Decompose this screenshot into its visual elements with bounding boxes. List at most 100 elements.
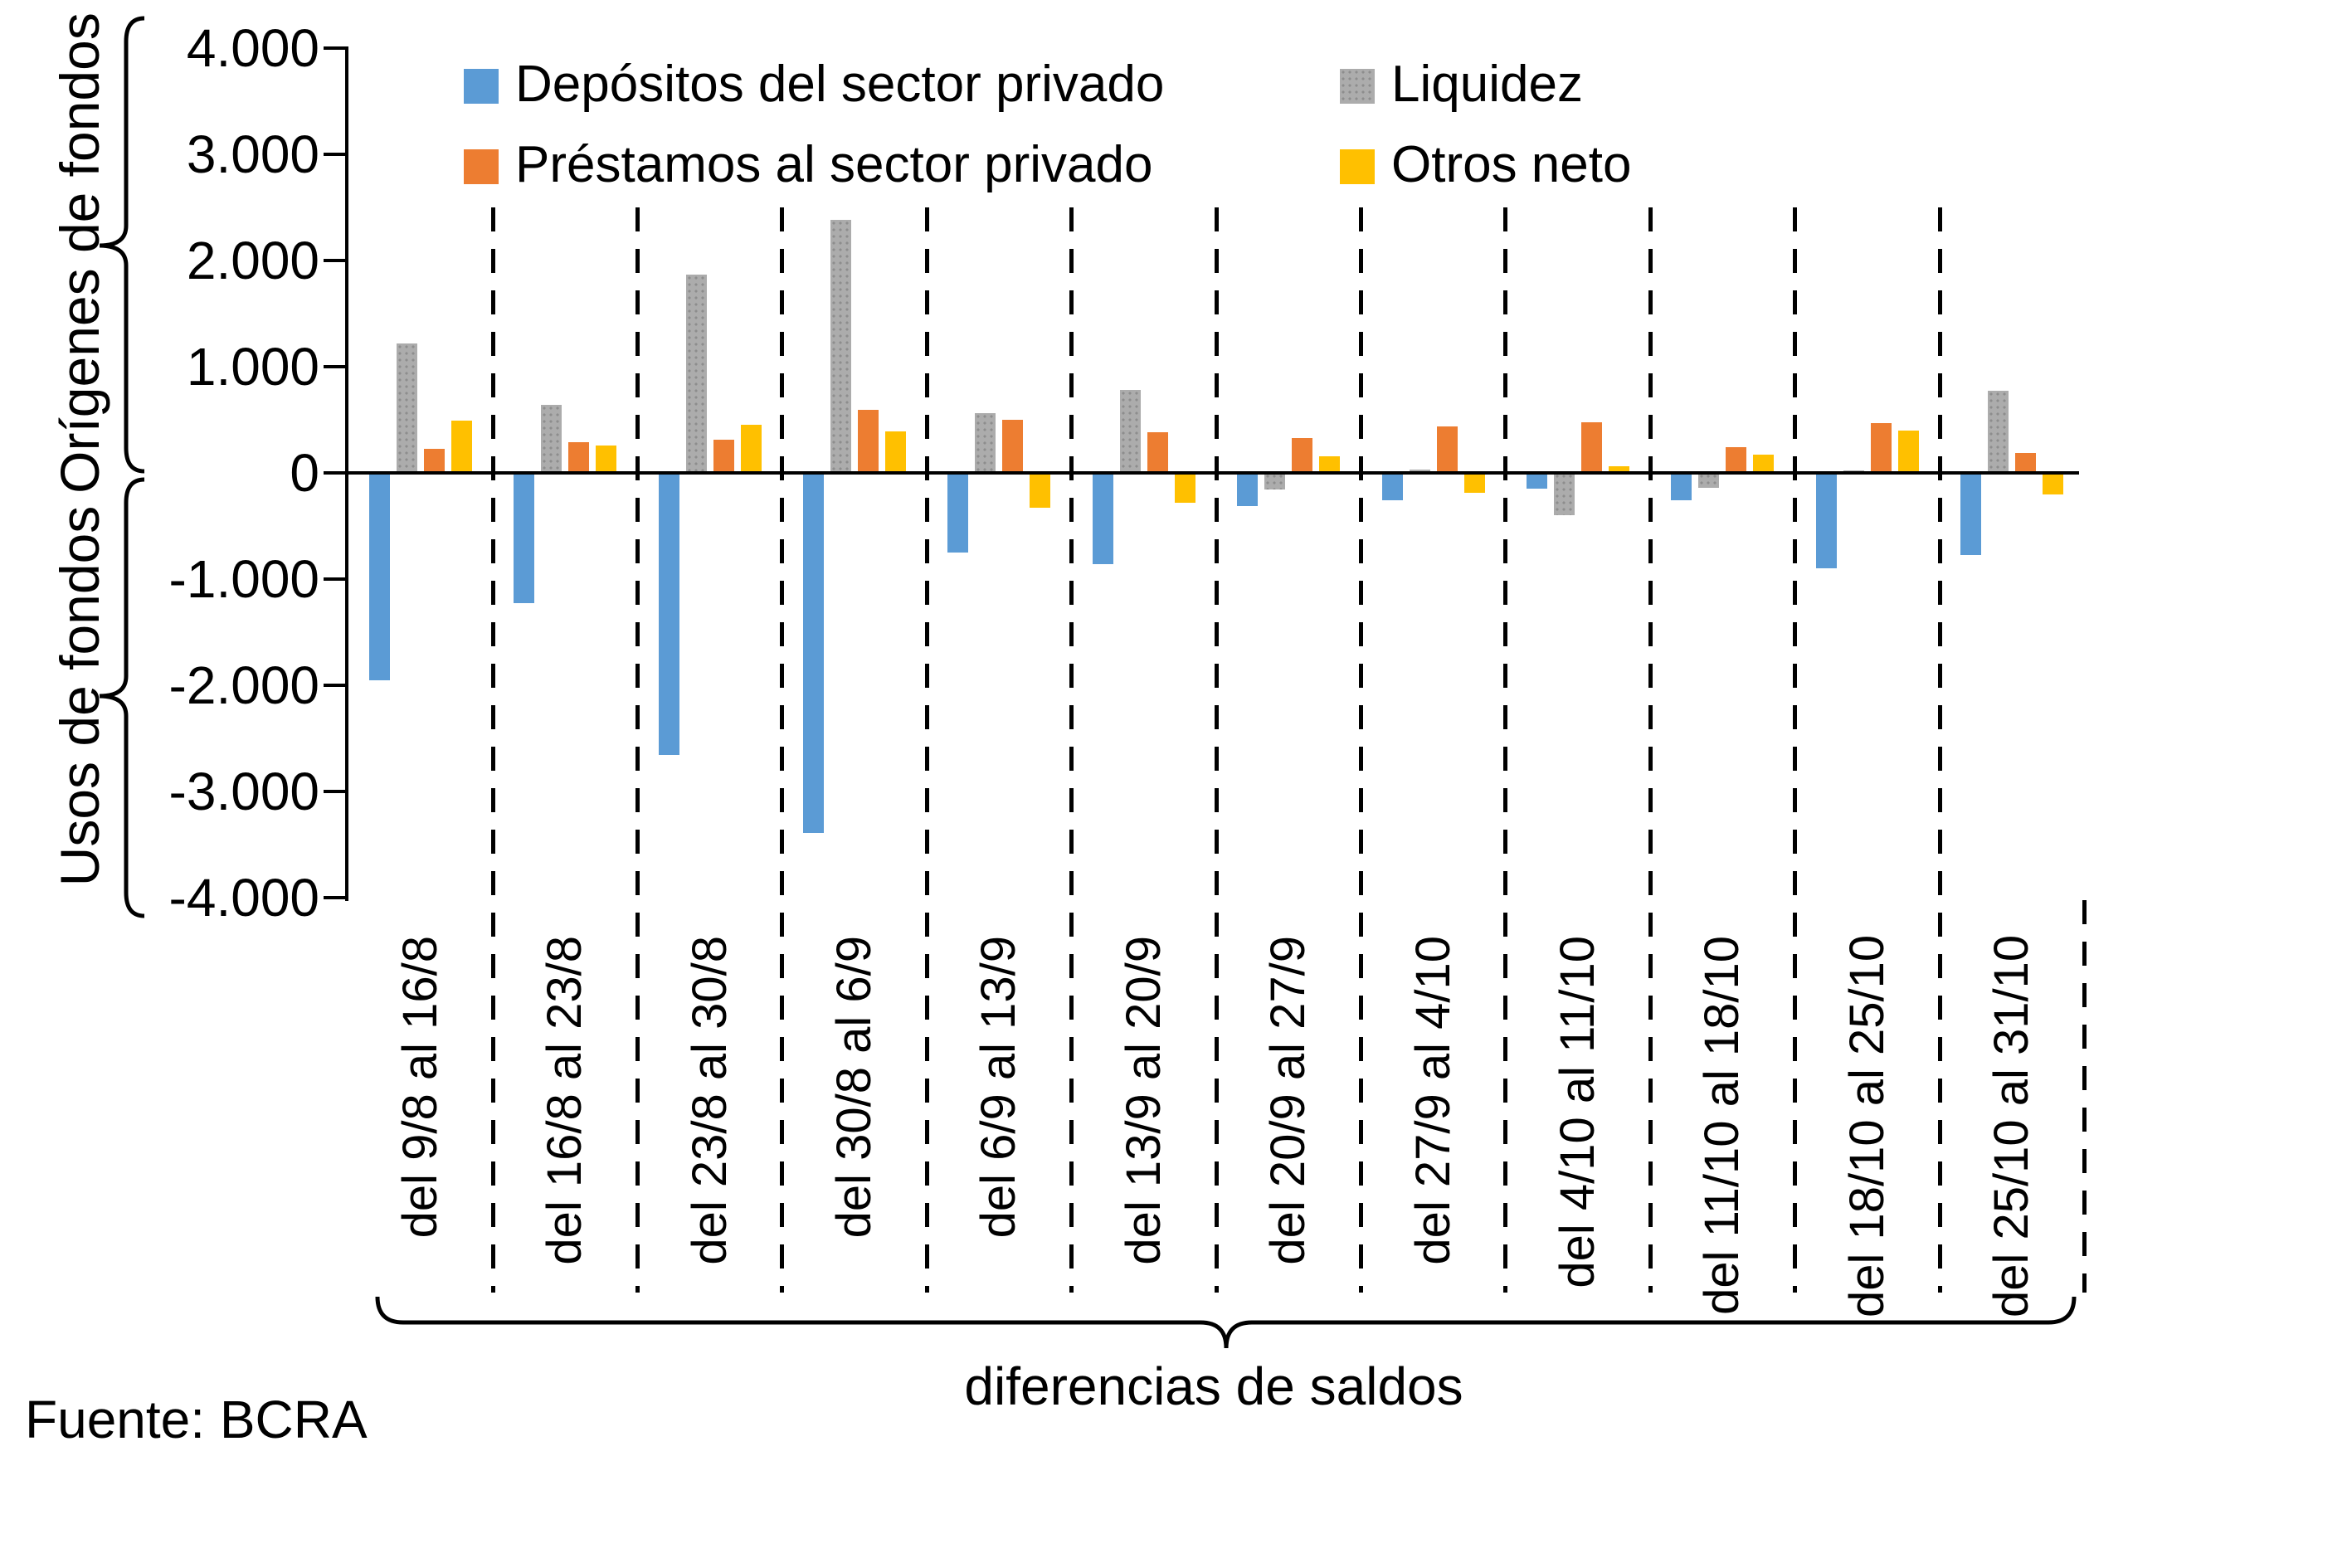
bar-otros-neto-del-9-8-al-16-8 <box>450 421 472 473</box>
legend-label-pr-stamos-al-sector-privado: Préstamos al sector privado <box>515 136 1153 193</box>
category-separator-10 <box>1793 207 1798 1293</box>
category-separator-7 <box>1358 207 1363 1293</box>
bar-dep-sitos-del-sector-privado-del-11-10-al-18-10 <box>1671 473 1692 501</box>
legend-label-dep-sitos-del-sector-privado: Depósitos del sector privado <box>515 56 1165 113</box>
bar-dep-sitos-del-sector-privado-del-9-8-al-16-8 <box>368 473 390 680</box>
bar-liquidez-del-11-10-al-18-10 <box>1698 473 1720 488</box>
x-label-del-6-9-al-13-9: del 6/9 al 13/9 <box>971 936 1026 1239</box>
category-separator-12 <box>2082 900 2087 1293</box>
bar-otros-neto-del-20-9-al-27-9 <box>1319 455 1341 473</box>
brace-diferencias <box>375 1296 2077 1349</box>
y-tick-label--1000: -1.000 <box>168 549 319 609</box>
bar-pr-stamos-al-sector-privado-del-18-10-al-25-10 <box>1870 422 1892 473</box>
category-separator-4 <box>924 207 929 1293</box>
bar-otros-neto-del-30-8-al-6-9 <box>885 431 906 473</box>
legend-swatch-liquidez <box>1340 69 1375 104</box>
bar-pr-stamos-al-sector-privado-del-4-10-al-11-10 <box>1581 421 1602 473</box>
y-tick-mark--3000 <box>324 790 347 793</box>
bar-otros-neto-del-13-9-al-20-9 <box>1174 473 1195 503</box>
y-tick-mark-1000 <box>324 365 347 368</box>
x-label-del-9-8-al-16-8: del 9/8 al 16/8 <box>392 936 447 1239</box>
bar-pr-stamos-al-sector-privado-del-20-9-al-27-9 <box>1292 437 1313 473</box>
bar-liquidez-del-25-10-al-31-10 <box>1988 390 2009 473</box>
y-tick-mark--2000 <box>324 684 347 687</box>
bar-otros-neto-del-18-10-al-25-10 <box>1897 430 1919 473</box>
bar-dep-sitos-del-sector-privado-del-4-10-al-11-10 <box>1527 473 1547 489</box>
y-tick-label--4000: -4.000 <box>168 868 319 928</box>
y-tick-label-0: 0 <box>290 443 319 503</box>
bar-dep-sitos-del-sector-privado-del-16-8-al-23-8 <box>514 473 535 604</box>
y-tick-mark-0 <box>324 471 347 475</box>
x-label-del-18-10-al-25-10: del 18/10 al 25/10 <box>1839 934 1894 1317</box>
bar-pr-stamos-al-sector-privado-del-6-9-al-13-9 <box>1002 420 1024 473</box>
bar-dep-sitos-del-sector-privado-del-13-9-al-20-9 <box>1092 473 1113 565</box>
y-tick-mark-3000 <box>324 153 347 156</box>
x-label-del-4-10-al-11-10: del 4/10 al 11/10 <box>1551 936 1605 1288</box>
legend-swatch-pr-stamos-al-sector-privado <box>464 149 499 184</box>
bar-pr-stamos-al-sector-privado-del-13-9-al-20-9 <box>1147 432 1168 473</box>
bar-dep-sitos-del-sector-privado-del-30-8-al-6-9 <box>803 473 824 833</box>
bar-dep-sitos-del-sector-privado-del-25-10-al-31-10 <box>1960 473 1982 555</box>
bar-liquidez-del-16-8-al-23-8 <box>541 405 562 473</box>
x-label-del-20-9-al-27-9: del 20/9 al 27/9 <box>1261 936 1316 1265</box>
x-axis-brace-label: diferencias de saldos <box>964 1356 1463 1416</box>
bar-dep-sitos-del-sector-privado-del-27-9-al-4-10 <box>1381 473 1403 501</box>
bar-otros-neto-del-27-9-al-4-10 <box>1463 473 1485 494</box>
bar-liquidez-del-20-9-al-27-9 <box>1264 473 1286 489</box>
legend-swatch-dep-sitos-del-sector-privado <box>464 69 499 104</box>
y-tick-mark-4000 <box>324 46 347 50</box>
bar-liquidez-del-13-9-al-20-9 <box>1119 390 1141 473</box>
y-axis-group-title-usos: Usos de fondos <box>49 505 110 887</box>
x-label-del-11-10-al-18-10: del 11/10 al 18/10 <box>1695 936 1750 1315</box>
bar-otros-neto-del-23-8-al-30-8 <box>740 425 762 473</box>
category-separator-5 <box>1069 207 1074 1293</box>
x-label-del-16-8-al-23-8: del 16/8 al 23/8 <box>538 936 592 1265</box>
bar-dep-sitos-del-sector-privado-del-18-10-al-25-10 <box>1815 473 1837 569</box>
brace-origenes <box>99 16 145 474</box>
category-separator-8 <box>1503 207 1508 1293</box>
bar-liquidez-del-4-10-al-11-10 <box>1554 473 1575 516</box>
y-tick-mark--4000 <box>324 896 347 899</box>
category-separator-2 <box>635 207 640 1293</box>
category-separator-9 <box>1648 207 1653 1293</box>
category-separator-1 <box>490 207 495 1293</box>
bar-dep-sitos-del-sector-privado-del-23-8-al-30-8 <box>658 473 679 756</box>
x-label-del-30-8-al-6-9: del 30/8 al 6/9 <box>827 936 881 1239</box>
bar-liquidez-del-30-8-al-6-9 <box>830 220 851 473</box>
x-axis-zero-line <box>345 471 2079 475</box>
category-separator-6 <box>1214 207 1219 1293</box>
y-tick-label-1000: 1.000 <box>186 337 319 397</box>
bar-pr-stamos-al-sector-privado-del-16-8-al-23-8 <box>568 441 590 473</box>
bar-liquidez-del-23-8-al-30-8 <box>685 274 707 473</box>
bar-liquidez-del-9-8-al-16-8 <box>396 343 417 473</box>
legend-swatch-otros-neto <box>1340 149 1375 184</box>
x-label-del-13-9-al-20-9: del 13/9 al 20/9 <box>1116 936 1171 1265</box>
x-label-del-27-9-al-4-10: del 27/9 al 4/10 <box>1405 936 1460 1265</box>
bar-otros-neto-del-16-8-al-23-8 <box>596 445 617 473</box>
y-tick-mark-2000 <box>324 259 347 262</box>
legend-label-liquidez: Liquidez <box>1391 56 1583 113</box>
bar-pr-stamos-al-sector-privado-del-25-10-al-31-10 <box>2015 452 2037 473</box>
source-note: Fuente: BCRA <box>25 1390 368 1449</box>
bar-pr-stamos-al-sector-privado-del-23-8-al-30-8 <box>713 440 734 473</box>
y-tick-label-2000: 2.000 <box>186 231 319 290</box>
bar-dep-sitos-del-sector-privado-del-6-9-al-13-9 <box>947 473 969 553</box>
bar-pr-stamos-al-sector-privado-del-11-10-al-18-10 <box>1726 447 1747 473</box>
y-tick-label-4000: 4.000 <box>186 18 319 78</box>
category-separator-11 <box>1937 207 1942 1293</box>
bar-dep-sitos-del-sector-privado-del-20-9-al-27-9 <box>1237 473 1259 506</box>
bar-liquidez-del-6-9-al-13-9 <box>975 413 996 473</box>
x-label-del-25-10-al-31-10: del 25/10 al 31/10 <box>1984 934 2039 1317</box>
bar-pr-stamos-al-sector-privado-del-9-8-al-16-8 <box>423 448 445 473</box>
x-label-del-23-8-al-30-8: del 23/8 al 30/8 <box>682 936 737 1265</box>
bar-otros-neto-del-11-10-al-18-10 <box>1753 455 1775 473</box>
brace-usos <box>99 477 145 918</box>
y-axis-group-title-origenes: Orígenes de fondos <box>49 12 110 494</box>
bar-pr-stamos-al-sector-privado-del-27-9-al-4-10 <box>1436 426 1458 473</box>
y-tick-mark--1000 <box>324 577 347 581</box>
y-tick-label--2000: -2.000 <box>168 655 319 715</box>
bar-otros-neto-del-6-9-al-13-9 <box>1030 473 1051 509</box>
y-tick-label-3000: 3.000 <box>186 124 319 184</box>
